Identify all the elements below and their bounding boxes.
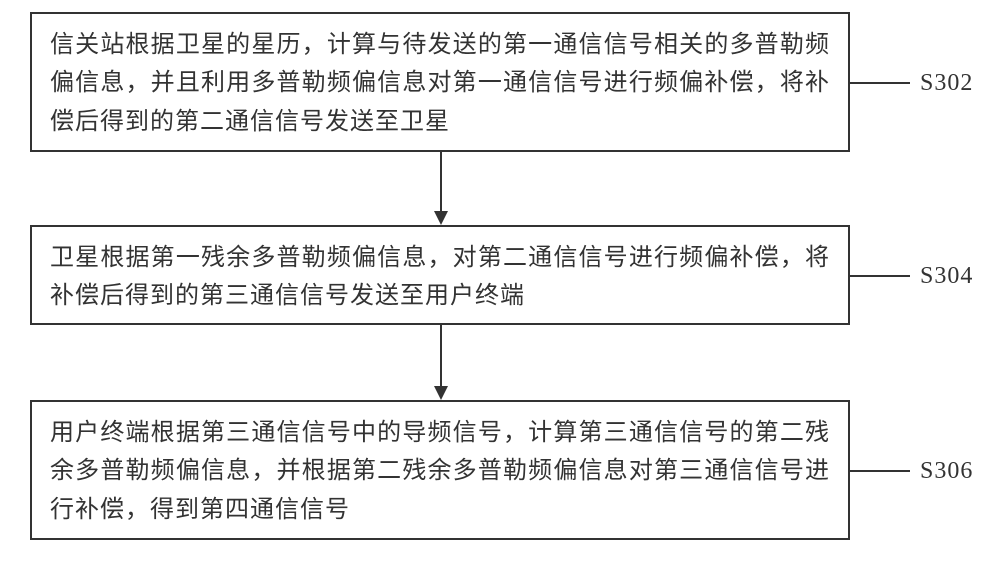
step-box-s306: 用户终端根据第三通信信号中的导频信号，计算第三通信信号的第二残余多普勒频偏信息，…: [30, 400, 850, 540]
step-box-s302: 信关站根据卫星的星历，计算与待发送的第一通信信号相关的多普勒频偏信息，并且利用多…: [30, 12, 850, 152]
step-label-s304: S304: [920, 263, 973, 290]
step-text-s302: 信关站根据卫星的星历，计算与待发送的第一通信信号相关的多普勒频偏信息，并且利用多…: [50, 26, 830, 141]
step-text-s304: 卫星根据第一残余多普勒频偏信息，对第二通信信号进行频偏补偿，将补偿后得到的第三通…: [50, 239, 830, 316]
lead-line-s306: [850, 470, 910, 472]
lead-line-s302: [850, 82, 910, 84]
lead-line-s304: [850, 275, 910, 277]
flowchart-canvas: 信关站根据卫星的星历，计算与待发送的第一通信信号相关的多普勒频偏信息，并且利用多…: [0, 0, 1000, 587]
step-label-s306: S306: [920, 458, 973, 485]
step-box-s304: 卫星根据第一残余多普勒频偏信息，对第二通信信号进行频偏补偿，将补偿后得到的第三通…: [30, 225, 850, 325]
step-label-s302: S302: [920, 70, 973, 97]
step-text-s306: 用户终端根据第三通信信号中的导频信号，计算第三通信信号的第二残余多普勒频偏信息，…: [50, 414, 830, 529]
